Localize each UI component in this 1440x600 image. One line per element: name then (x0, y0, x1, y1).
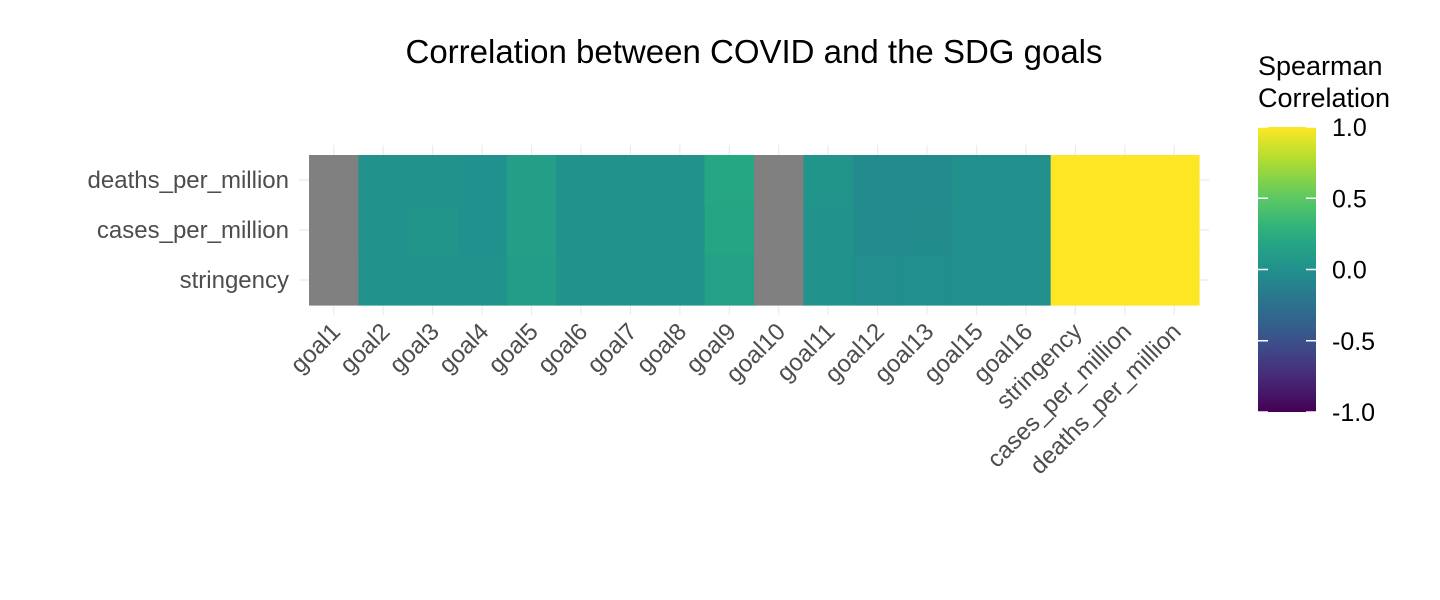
heatmap-cell (556, 255, 607, 306)
heatmap-cell (902, 155, 953, 206)
heatmap-cell (358, 205, 409, 256)
heatmap-cell (1050, 155, 1101, 206)
heatmap-cell (1100, 255, 1151, 306)
heatmap-cell (803, 155, 854, 206)
heatmap-cell (951, 155, 1002, 206)
heatmap-cell (309, 205, 360, 256)
heatmap-cell (1149, 155, 1200, 206)
x-tick-label: goal5 (483, 318, 544, 379)
heatmap-cell (1001, 155, 1052, 206)
heatmap-cell (605, 255, 656, 306)
heatmap-cell (902, 205, 953, 256)
heatmap-cell (358, 255, 409, 306)
chart-title: Correlation between COVID and the SDG go… (405, 33, 1102, 70)
heatmap-cell (1050, 205, 1101, 256)
heatmap-cell (1050, 255, 1101, 306)
heatmap-cell (556, 155, 607, 206)
legend-tick-label: -1.0 (1332, 399, 1375, 427)
heatmap-cell (655, 205, 706, 256)
heatmap-cell (951, 255, 1002, 306)
y-tick-label: deaths_per_million (88, 167, 289, 194)
heatmap-cell (1100, 155, 1151, 206)
x-tick-label: goal7 (582, 318, 643, 379)
heatmap-cell (1001, 255, 1052, 306)
x-tick-label: goal6 (533, 318, 594, 379)
heatmap-cell (655, 155, 706, 206)
heatmap-cell (803, 255, 854, 306)
x-tick-label: goal2 (335, 318, 396, 379)
heatmap-cell (506, 255, 557, 306)
heatmap-cell (605, 155, 656, 206)
heatmap-cell (803, 205, 854, 256)
heatmap-cell (1149, 205, 1200, 256)
y-tick-label: stringency (180, 267, 289, 294)
x-tick-label: goal1 (285, 318, 346, 379)
legend-tick-label: -0.5 (1332, 328, 1375, 356)
color-legend: Spearman Correlation 1.0 0.5 0.0 -0.5 -1.0 (1258, 51, 1390, 427)
heatmap-cell (556, 205, 607, 256)
heatmap-cell (506, 155, 557, 206)
x-axis-labels: goal1goal2goal3goal4goal5goal6goal7goal8… (285, 318, 1186, 480)
heatmap-cell (605, 205, 656, 256)
heatmap-cell (902, 255, 953, 306)
heatmap-cell (704, 255, 755, 306)
heatmap-cell (1001, 205, 1052, 256)
y-axis-labels: deaths_per_million cases_per_millionstrin… (88, 167, 289, 294)
heatmap-cell (309, 155, 360, 206)
heatmap-cell (754, 155, 805, 206)
x-tick-label: goal4 (434, 318, 495, 379)
heatmap-cell (852, 255, 903, 306)
x-tick-label: goal8 (631, 318, 692, 379)
heatmap-cell (309, 255, 360, 306)
legend-tick-label: 1.0 (1332, 114, 1367, 142)
heatmap-cell (1149, 255, 1200, 306)
heatmap-cell (407, 255, 458, 306)
heatmap-cell (358, 155, 409, 206)
heatmap-cell (852, 155, 903, 206)
heatmap-cell (754, 205, 805, 256)
heatmap-cell (655, 255, 706, 306)
heatmap-cell (754, 255, 805, 306)
x-tick-label: goal3 (384, 318, 445, 379)
heatmap-cell (506, 205, 557, 256)
legend-title-line-2: Correlation (1258, 83, 1390, 113)
heatmap-cell (457, 155, 508, 206)
heatmap-cell (704, 205, 755, 256)
heatmap-cell (852, 205, 903, 256)
legend-tick-label: 0.0 (1332, 257, 1367, 285)
heatmap-cell (407, 205, 458, 256)
heatmap-cell (457, 255, 508, 306)
heatmap-cell (457, 205, 508, 256)
heatmap-cell (407, 155, 458, 206)
heatmap-cell (951, 205, 1002, 256)
y-tick-label: cases_per_million (97, 217, 289, 244)
legend-tick-label: 0.5 (1332, 185, 1367, 213)
heatmap-cell (1100, 205, 1151, 256)
legend-title-line-1: Spearman (1258, 51, 1383, 81)
legend-ticks: 1.0 0.5 0.0 -0.5 -1.0 (1258, 114, 1375, 427)
heatmap-cell (704, 155, 755, 206)
heatmap-cells (309, 155, 1200, 306)
